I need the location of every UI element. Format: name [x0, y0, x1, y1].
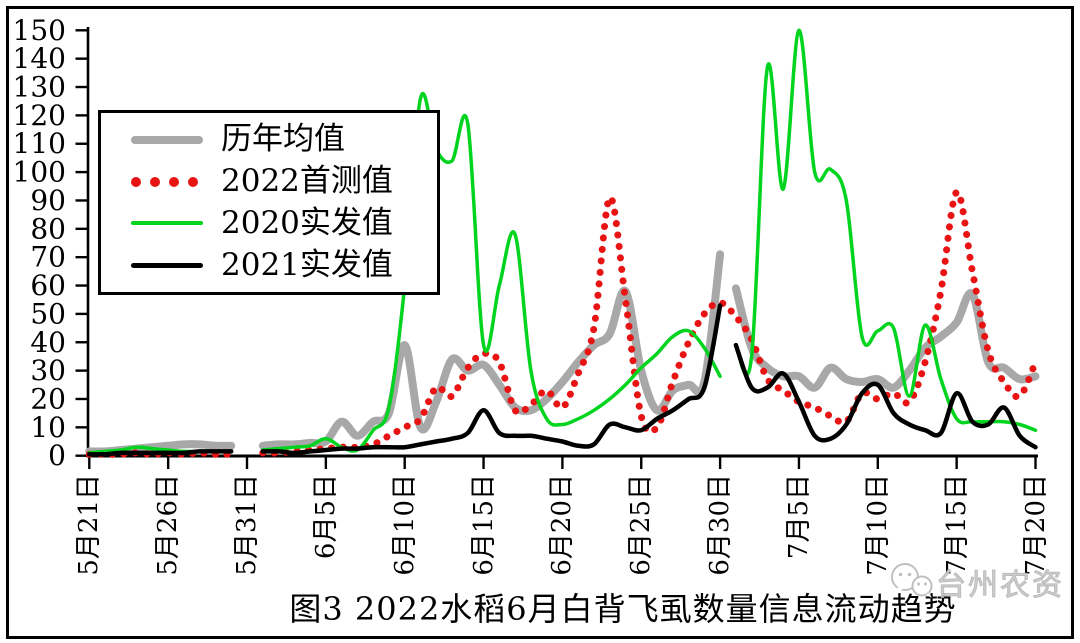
- x-axis-label: 5月26日: [153, 474, 184, 576]
- y-axis-label: 50: [30, 297, 66, 330]
- y-axis-label: 80: [30, 212, 66, 245]
- legend-item-avg: 历年均值: [101, 120, 437, 160]
- series-line-avg: [258, 250, 725, 450]
- series-line-actual2021: [260, 303, 723, 456]
- legend-item-2020: 2020实发值: [101, 203, 437, 243]
- legend: 历年均值 2022首测值 2020实发值 2021实发值: [98, 110, 440, 295]
- y-axis-label: 130: [13, 71, 66, 104]
- x-axis-label: 6月25日: [626, 474, 657, 576]
- x-axis-label: 6月20日: [547, 474, 578, 576]
- legend-swatch-2022-dots: [131, 176, 207, 187]
- y-axis-label: 10: [30, 411, 66, 444]
- legend-line: [131, 262, 203, 268]
- legend-dot: [169, 176, 179, 187]
- legend-label: 2022首测值: [221, 163, 393, 200]
- legend-item-2022: 2022首测值: [101, 162, 437, 202]
- watermark: 台州农资: [888, 560, 1064, 604]
- legend-swatch-avg-line: [131, 135, 207, 144]
- x-axis-label: 7月5日: [783, 474, 814, 560]
- watermark-text: 台州农资: [936, 568, 1064, 604]
- y-axis-label: 20: [30, 382, 66, 415]
- x-axis-label: 5月31日: [232, 474, 262, 576]
- legend-label: 2021实发值: [221, 246, 393, 283]
- x-axis-label: 5月21日: [74, 474, 105, 576]
- y-axis-label: 40: [30, 326, 66, 359]
- legend-line: [131, 221, 203, 226]
- wechat-icon: [891, 563, 933, 598]
- y-axis-label: 100: [13, 156, 66, 189]
- x-axis-label: 6月30日: [705, 474, 736, 576]
- legend-swatch-2021-line: [131, 262, 207, 268]
- legend-dot: [131, 176, 141, 187]
- series-line-actual2021: [733, 342, 1038, 450]
- y-axis-label: 110: [13, 127, 66, 160]
- legend-line: [131, 135, 203, 144]
- y-axis-label: 30: [30, 354, 66, 387]
- legend-swatch-2020-line: [131, 221, 207, 226]
- legend-item-2021: 2021实发值: [101, 245, 437, 285]
- y-axis-label: 140: [13, 42, 66, 75]
- series-line-actual2021: [87, 449, 234, 457]
- series-line-first2022: [259, 188, 1039, 457]
- y-axis-label: 150: [13, 14, 66, 47]
- y-axis-label: 60: [30, 269, 66, 302]
- y-axis-label: 90: [30, 184, 66, 217]
- x-axis-label: 6月10日: [389, 474, 420, 576]
- legend-label: 历年均值: [221, 121, 345, 158]
- y-axis-label: 70: [30, 241, 66, 274]
- x-axis-label: 6月15日: [468, 474, 499, 576]
- y-axis-label: 0: [48, 439, 66, 472]
- legend-dot: [188, 176, 198, 187]
- chart-title: 图3 2022水稻6月白背飞虱数量信息流动趋势: [289, 590, 957, 628]
- legend-label: 2020实发值: [221, 204, 393, 241]
- x-axis-label: 6月5日: [310, 474, 341, 560]
- legend-dot: [150, 176, 160, 187]
- y-axis-label: 120: [13, 99, 66, 132]
